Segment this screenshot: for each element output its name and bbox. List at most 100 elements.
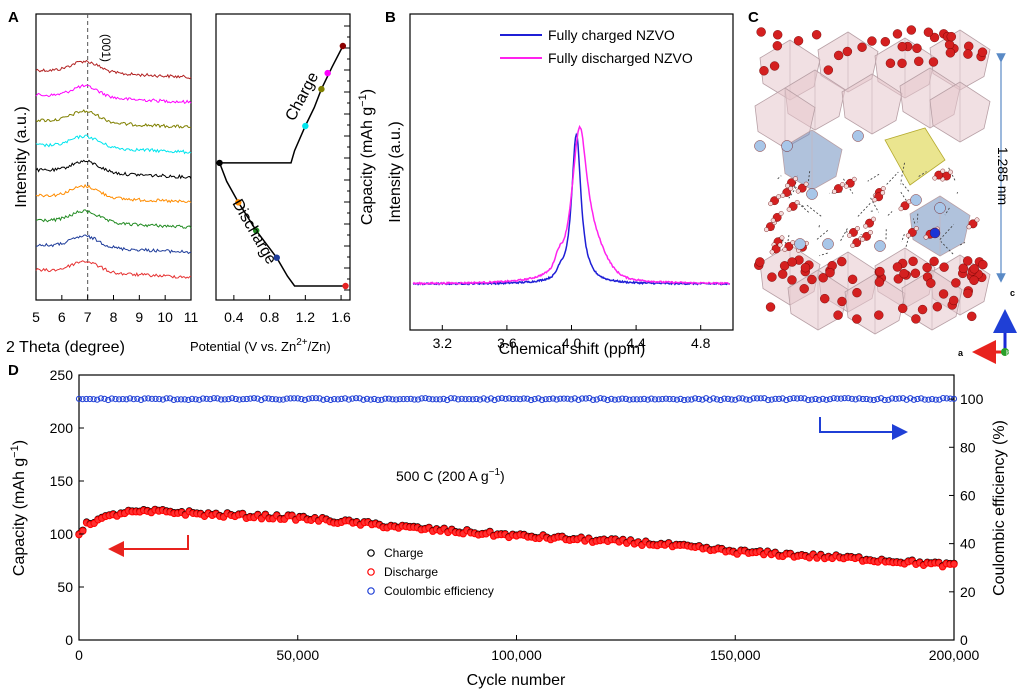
- atom: [914, 56, 924, 67]
- coulombic-efficiency-point: [538, 396, 546, 403]
- atom: [910, 194, 922, 206]
- hydrogen-bond: [887, 211, 893, 216]
- cycling-y2-axis-title: Coulombic efficiency (%): [991, 420, 1008, 596]
- coulombic-efficiency-point: [236, 396, 243, 403]
- coulombic-efficiency-point: [112, 396, 119, 403]
- legend-marker-ce: [367, 587, 375, 595]
- cycling-legend: Charge Discharge Coulombic efficiency: [367, 546, 494, 598]
- coulombic-efficiency-point: [579, 395, 586, 402]
- panel-letter-c: C: [748, 9, 759, 26]
- coulombic-efficiency-point: [757, 395, 764, 402]
- nmr-x-tick-label: 4.4: [626, 335, 646, 351]
- coulombic-efficiency-point: [826, 396, 834, 403]
- coulombic-efficiency-point: [137, 396, 145, 403]
- coulombic-efficiency-point: [779, 395, 786, 402]
- coulombic-efficiency-point: [243, 395, 250, 403]
- coulombic-efficiency-point: [648, 395, 655, 402]
- hydrogen-bond: [940, 241, 954, 255]
- coulombic-efficiency-point: [724, 395, 732, 402]
- coulombic-efficiency-point: [378, 396, 385, 403]
- nmr-x-tick-label: 3.2: [433, 335, 453, 351]
- atom: [800, 262, 811, 273]
- coulombic-efficiency-point: [134, 395, 141, 402]
- hydrogen-bond: [901, 161, 906, 177]
- xrd-curve: [35, 260, 192, 279]
- atom: [782, 247, 788, 252]
- coulombic-efficiency-point: [553, 396, 560, 403]
- atom: [860, 236, 865, 242]
- coulombic-efficiency-point: [287, 395, 294, 402]
- coulombic-efficiency-point: [717, 396, 724, 404]
- atom: [913, 226, 919, 231]
- coulombic-efficiency-point: [765, 396, 772, 404]
- coulombic-efficiency-point: [626, 396, 633, 403]
- discharge-curve: [218, 162, 346, 287]
- coulombic-efficiency-point: [575, 396, 582, 403]
- coulombic-efficiency-point: [269, 396, 276, 403]
- atom: [793, 36, 804, 46]
- atom: [966, 224, 972, 230]
- atom: [754, 140, 766, 152]
- coulombic-efficiency-point: [943, 395, 950, 402]
- coulombic-efficiency-point: [276, 396, 283, 403]
- atom: [770, 218, 776, 223]
- coulombic-efficiency-point: [812, 395, 819, 403]
- gcd-marker: [235, 199, 242, 206]
- coulombic-efficiency-point: [783, 396, 790, 404]
- coulombic-efficiency-point: [148, 395, 155, 402]
- atom: [768, 201, 773, 207]
- atom: [964, 41, 974, 51]
- coulombic-efficiency-point: [557, 395, 564, 402]
- coulombic-efficiency-point: [429, 396, 436, 403]
- hydrogen-bond: [798, 203, 805, 208]
- coulombic-efficiency-point: [856, 395, 863, 402]
- charge-label: Charge: [283, 69, 323, 123]
- coulombic-efficiency-point: [633, 396, 640, 403]
- coulombic-efficiency-point: [298, 396, 305, 403]
- atom: [963, 288, 973, 299]
- coulombic-efficiency-point: [265, 395, 272, 402]
- coulombic-efficiency-point: [823, 396, 830, 403]
- hydrogen-bond: [819, 252, 828, 257]
- crystal-structure: 1.285 nm c a b: [754, 25, 1017, 364]
- coulombic-efficiency-point: [141, 395, 148, 402]
- atom: [945, 48, 956, 58]
- atom: [820, 293, 830, 304]
- atom: [897, 58, 907, 69]
- xrd-x-tick-label: 9: [135, 309, 143, 325]
- nmr-curve: [412, 132, 731, 286]
- hydrogen-bond: [818, 223, 821, 228]
- hydrogen-bond: [807, 171, 811, 182]
- hydrogen-bond: [886, 171, 899, 185]
- gcd-frame: [215, 13, 351, 301]
- coulombic-efficiency-point: [214, 395, 221, 402]
- coulombic-efficiency-point: [199, 395, 207, 402]
- coulombic-efficiency-point: [258, 396, 265, 404]
- coulombic-efficiency-point: [750, 395, 757, 402]
- nmr-x-tick-label: 3.6: [497, 335, 517, 351]
- atom: [837, 296, 847, 307]
- atom: [803, 181, 809, 187]
- atom: [822, 238, 834, 250]
- coulombic-efficiency-point: [564, 395, 571, 402]
- atom: [928, 57, 939, 67]
- coulombic-efficiency-point: [797, 395, 805, 402]
- capacity-scatter: [75, 505, 958, 571]
- coulombic-efficiency-point: [188, 395, 196, 402]
- hydrogen-bond: [959, 242, 966, 246]
- atom: [948, 169, 953, 175]
- coulombic-efficiency-point: [528, 396, 535, 404]
- capacity-axis-arrow: [108, 535, 189, 557]
- coulombic-efficiency-point: [666, 396, 673, 403]
- xrd-peak-annotation: (001): [99, 34, 113, 62]
- legend-label-discharged: Fully discharged NZVO: [548, 50, 693, 66]
- coulombic-efficiency-point: [247, 395, 254, 402]
- atom: [951, 278, 961, 288]
- xrd-curve: [35, 209, 192, 229]
- coulombic-efficiency-point: [637, 396, 644, 403]
- coulombic-efficiency-point: [699, 396, 706, 403]
- atom: [868, 229, 873, 235]
- discharge-point: [79, 527, 87, 535]
- coulombic-efficiency-point: [644, 396, 651, 403]
- coulombic-efficiency-point: [819, 395, 826, 402]
